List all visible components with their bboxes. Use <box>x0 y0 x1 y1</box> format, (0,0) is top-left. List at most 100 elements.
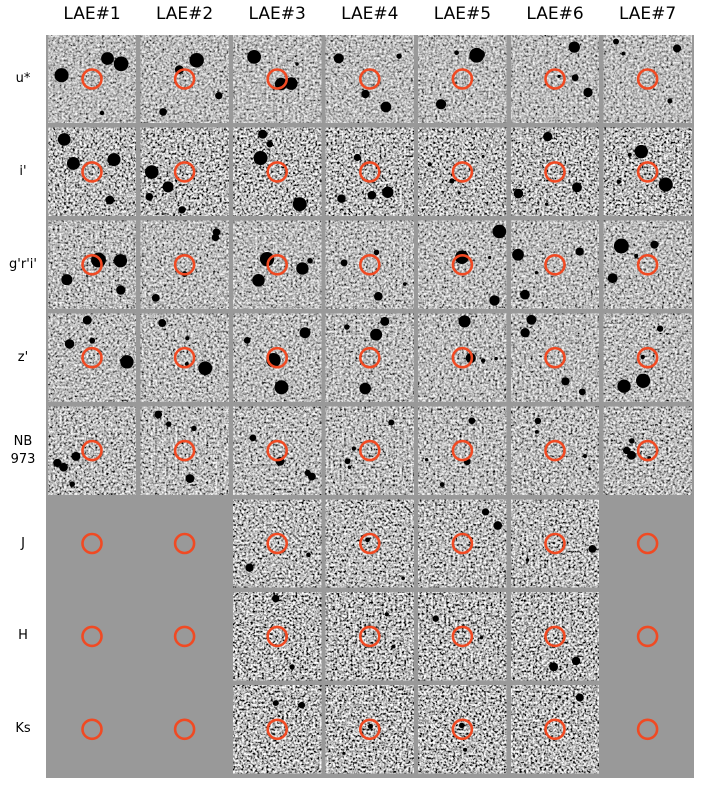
source <box>384 612 389 617</box>
source <box>481 154 485 158</box>
source <box>340 259 348 267</box>
source <box>479 635 484 640</box>
target-circle <box>358 68 381 90</box>
image-stamp <box>233 499 322 588</box>
image-stamp <box>418 406 507 495</box>
source <box>512 248 524 261</box>
source <box>252 273 265 287</box>
image-stamp <box>233 685 322 774</box>
source <box>469 47 485 63</box>
source <box>568 41 580 53</box>
source <box>455 250 469 265</box>
source <box>613 238 629 254</box>
target-circle <box>544 68 566 90</box>
source <box>367 190 377 200</box>
target-circle <box>451 68 474 90</box>
source <box>307 257 313 264</box>
source <box>457 191 461 195</box>
source <box>621 51 626 56</box>
target-circle <box>173 625 196 648</box>
source <box>427 162 432 167</box>
source <box>351 446 357 451</box>
target-circle <box>266 439 289 462</box>
target-circle <box>451 161 474 183</box>
target-circle <box>451 625 474 648</box>
row-label: i' <box>19 163 27 179</box>
target-circle <box>81 625 103 648</box>
image-stamp <box>325 685 414 774</box>
source <box>304 469 311 476</box>
source <box>424 458 429 462</box>
source <box>295 62 299 66</box>
target-circle <box>358 253 381 276</box>
source <box>344 324 350 330</box>
source <box>458 315 471 328</box>
column-label: LAE#1 <box>63 4 121 24</box>
image-stamp <box>233 592 322 681</box>
source <box>259 251 275 267</box>
source <box>636 373 651 388</box>
target-circle <box>544 532 566 555</box>
target-circle <box>173 439 196 462</box>
source <box>667 98 673 104</box>
source <box>616 179 621 184</box>
image-stamp <box>511 127 599 216</box>
source <box>543 131 553 142</box>
source <box>468 417 476 425</box>
source <box>337 194 346 203</box>
target-circle <box>266 532 289 555</box>
target-circle <box>544 253 566 276</box>
target-circle <box>636 253 659 276</box>
image-stamp <box>325 499 414 588</box>
image-stamp <box>511 499 599 588</box>
target-circle <box>544 439 566 462</box>
source <box>82 315 92 325</box>
target-circle <box>358 625 381 648</box>
source <box>488 255 492 260</box>
source <box>57 133 71 146</box>
source <box>557 74 561 78</box>
row-label: u* <box>15 71 31 86</box>
target-circle <box>358 346 381 369</box>
column-label: LAE#7 <box>618 4 677 24</box>
source <box>53 458 62 468</box>
source <box>154 410 163 419</box>
image-stamp <box>511 685 599 774</box>
target-circle <box>358 532 381 555</box>
source <box>463 747 468 752</box>
source <box>613 38 620 45</box>
source <box>101 52 114 65</box>
source <box>380 316 390 326</box>
source <box>365 537 370 543</box>
column-label: LAE#6 <box>526 4 584 24</box>
image-stamp <box>325 406 414 495</box>
source <box>89 337 96 344</box>
target-circle <box>81 532 103 555</box>
source <box>253 150 268 166</box>
source <box>481 508 490 516</box>
target-circle <box>636 532 659 555</box>
source <box>211 233 220 242</box>
source <box>243 337 251 344</box>
source <box>99 110 105 116</box>
source <box>534 270 539 275</box>
target-circle <box>358 718 381 741</box>
target-circle <box>81 253 103 276</box>
source <box>271 594 280 603</box>
source <box>629 438 635 444</box>
image-stamp <box>325 35 414 123</box>
source <box>435 99 447 110</box>
image-stamp <box>418 35 507 123</box>
source <box>489 295 500 306</box>
target-circle <box>81 718 103 741</box>
target-circle <box>266 68 289 90</box>
image-stamp <box>48 313 136 402</box>
target-circle <box>173 253 196 276</box>
source <box>622 446 631 455</box>
source <box>266 140 274 148</box>
source <box>361 89 370 99</box>
source <box>575 247 584 256</box>
image-stamp <box>603 220 692 309</box>
row-label: H <box>18 628 28 644</box>
